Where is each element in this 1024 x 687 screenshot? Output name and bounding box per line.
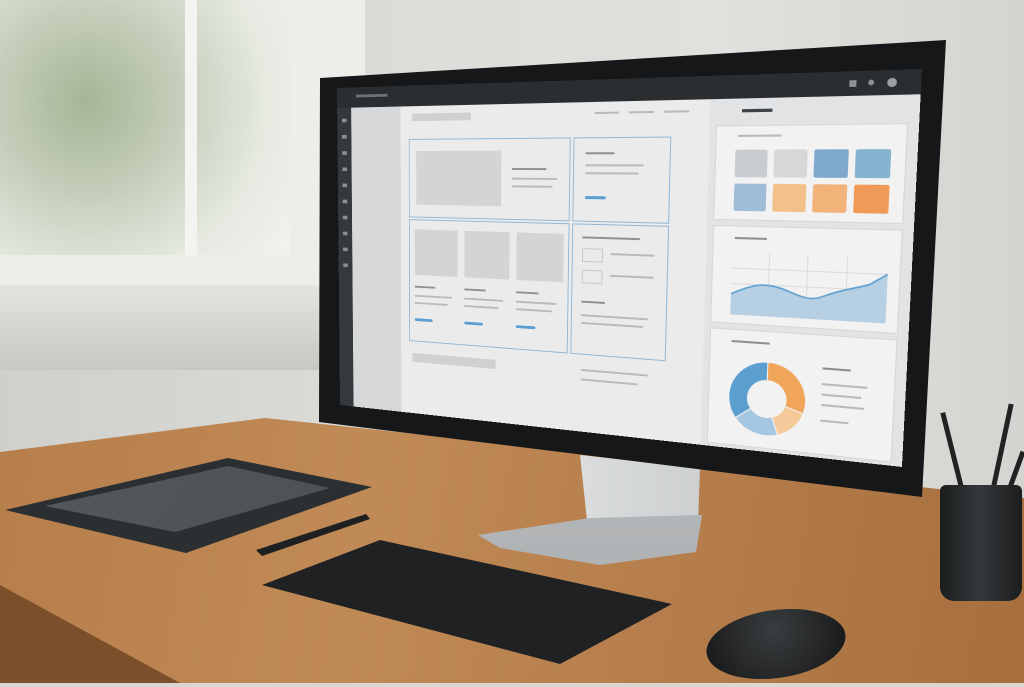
text-line — [581, 322, 643, 328]
pencil-cup — [940, 485, 1022, 601]
monitor-screen — [337, 69, 922, 467]
text-line — [586, 152, 615, 154]
sidebar-tool-icon[interactable] — [342, 135, 347, 139]
text-line — [582, 236, 640, 240]
color-swatch[interactable] — [772, 184, 806, 212]
text-line — [585, 164, 643, 166]
notification-icon[interactable] — [868, 80, 874, 86]
text-line — [512, 185, 553, 187]
side-block[interactable] — [572, 137, 671, 224]
footer-placeholder — [412, 353, 495, 369]
sidebar-tool-icon[interactable] — [343, 263, 348, 267]
card-button[interactable] — [464, 322, 483, 326]
chart-card — [710, 225, 903, 334]
image-placeholder-icon — [416, 151, 501, 207]
text-line — [581, 378, 638, 385]
canvas[interactable] — [401, 99, 711, 445]
user-icon[interactable] — [887, 78, 897, 87]
properties-panel — [701, 94, 921, 467]
image-placeholder-icon — [516, 232, 564, 282]
sidebar-tool-icon[interactable] — [343, 200, 348, 204]
sidebar-tool-icon[interactable] — [343, 216, 348, 220]
text-line — [581, 301, 605, 304]
image-placeholder-icon — [464, 231, 509, 280]
text-line — [464, 298, 503, 302]
donut-chart — [723, 355, 811, 444]
area-chart — [730, 252, 888, 323]
text-line — [820, 420, 848, 425]
text-line — [738, 134, 782, 137]
sidebar-tool-icon[interactable] — [342, 167, 347, 171]
sidebar-tool-icon[interactable] — [343, 184, 348, 188]
area-fill — [730, 268, 887, 323]
thumbnail — [582, 248, 603, 263]
text-line — [821, 404, 864, 410]
text-line — [822, 383, 867, 389]
card-button[interactable] — [516, 325, 536, 329]
toolbar-placeholder — [412, 113, 471, 122]
cta-button[interactable] — [585, 196, 606, 199]
text-line — [415, 286, 435, 289]
text-line — [581, 369, 647, 377]
app-title-placeholder — [356, 94, 388, 98]
text-line — [512, 178, 557, 180]
window-frame — [185, 0, 197, 255]
swatch-card — [713, 123, 908, 224]
text-line — [512, 168, 546, 170]
toolbar-link[interactable] — [595, 112, 619, 114]
color-swatch[interactable] — [812, 184, 847, 213]
layers-panel — [351, 106, 401, 411]
settings-icon[interactable] — [849, 80, 856, 87]
card-grid — [409, 219, 570, 353]
toolbar-link[interactable] — [629, 111, 654, 114]
thumbnail — [582, 270, 603, 285]
sidebar-tool-icon[interactable] — [343, 232, 348, 236]
donut-card — [707, 327, 898, 462]
color-swatch[interactable] — [855, 149, 892, 178]
text-line — [821, 394, 861, 400]
image-placeholder-icon — [415, 229, 458, 277]
sidebar-tool-icon[interactable] — [342, 151, 347, 155]
list-block — [570, 223, 669, 361]
text-line — [464, 305, 498, 309]
text-line — [735, 237, 767, 240]
text-line — [516, 301, 556, 305]
window-glass — [0, 0, 290, 255]
color-swatch[interactable] — [773, 149, 807, 177]
text-line — [610, 253, 654, 257]
sidebar-tool-icon[interactable] — [342, 119, 347, 123]
sidebar-tool-icon[interactable] — [343, 248, 348, 252]
card-button[interactable] — [415, 318, 433, 322]
text-line — [516, 291, 538, 294]
text-line — [464, 288, 485, 291]
toolbar-link[interactable] — [664, 110, 690, 113]
color-swatch[interactable] — [853, 185, 890, 214]
window-sill — [0, 285, 335, 370]
text-line — [610, 275, 654, 279]
text-line — [822, 367, 850, 371]
color-swatch[interactable] — [734, 184, 767, 212]
text-line — [415, 302, 448, 306]
hero-block[interactable] — [409, 137, 571, 221]
panel-title-placeholder — [742, 109, 773, 113]
text-line — [731, 340, 769, 345]
text-line — [585, 172, 638, 174]
text-line — [516, 308, 552, 312]
color-swatch[interactable] — [735, 150, 768, 178]
color-swatch[interactable] — [813, 149, 849, 178]
text-line — [415, 295, 452, 299]
text-line — [581, 314, 648, 320]
donut-segment — [766, 362, 807, 414]
